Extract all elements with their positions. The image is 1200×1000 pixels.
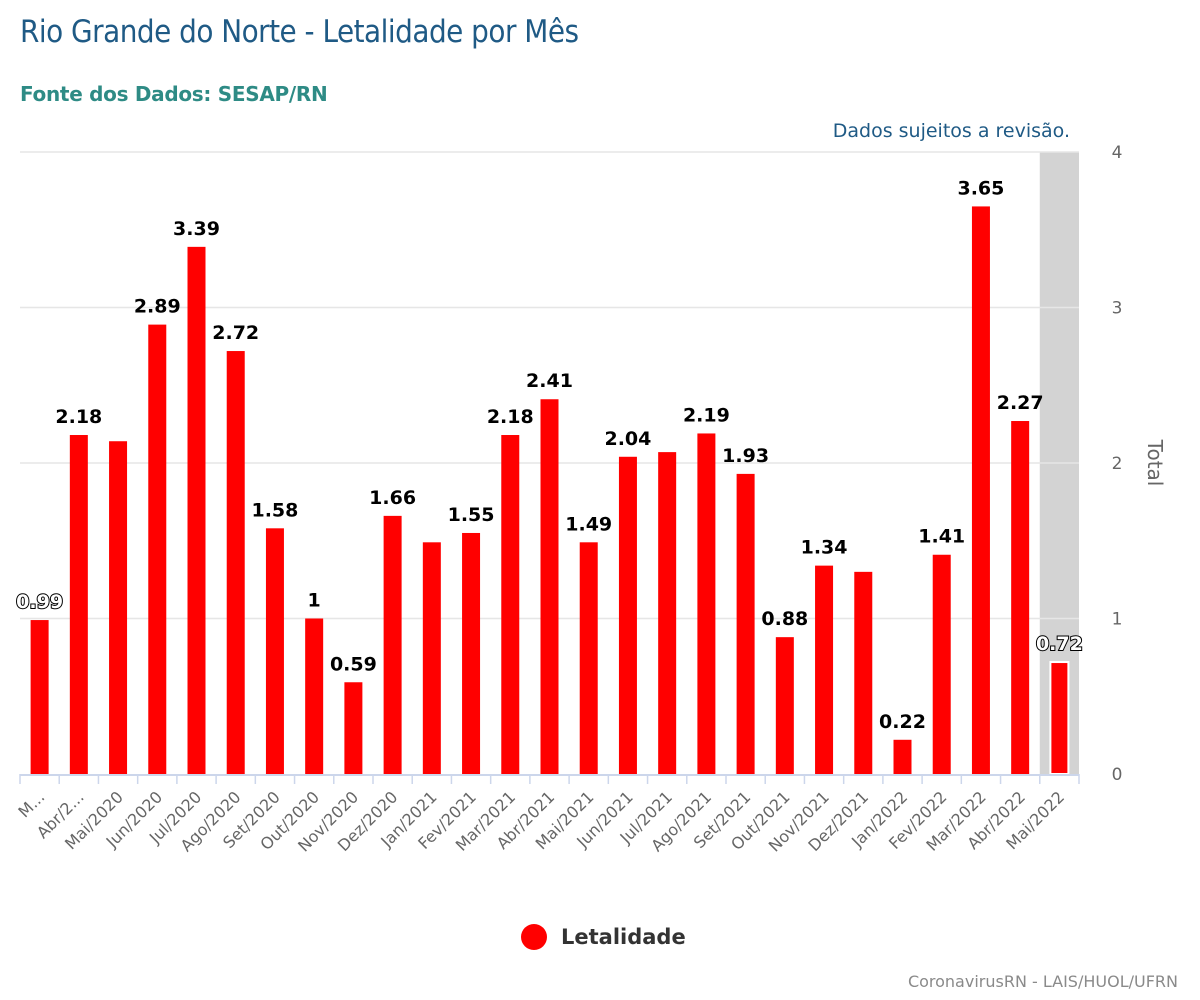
legend-marker-icon [521, 924, 547, 950]
bar-fev-2022[interactable] [932, 554, 951, 774]
bar-mai-2020[interactable] [109, 441, 128, 774]
legend-item-letalidade[interactable]: Letalidade [521, 924, 686, 950]
bar-mar-2020[interactable] [30, 620, 49, 774]
bar-mai-2021[interactable] [579, 542, 598, 774]
y-tick-label: 4 [1112, 143, 1123, 163]
data-label: 2.18 [487, 406, 534, 428]
bar-nov-2020[interactable] [344, 682, 363, 774]
bar-set-2021[interactable] [736, 473, 755, 774]
data-label: 3.39 [173, 218, 220, 240]
data-label: 0.22 [879, 711, 926, 733]
bar-mar-2021[interactable] [501, 435, 520, 774]
bar-ago-2021[interactable] [697, 433, 716, 774]
data-label: 1.58 [251, 499, 298, 521]
data-label: 2.18 [55, 406, 102, 428]
bar-jan-2021[interactable] [422, 542, 441, 774]
data-label: 1.93 [722, 445, 769, 467]
credit-text[interactable]: CoronavirusRN - LAIS/HUOL/UFRN [907, 972, 1178, 991]
data-label: 3.65 [957, 177, 1004, 199]
data-label: 2.27 [997, 392, 1044, 414]
bar-fev-2021[interactable] [462, 532, 481, 774]
bar-out-2020[interactable] [305, 618, 324, 775]
data-label: 0.88 [761, 608, 808, 630]
bar-dez-2021[interactable] [854, 571, 873, 774]
legend-label: Letalidade [561, 925, 686, 949]
data-label: 1 [308, 590, 321, 612]
chart-title: Rio Grande do Norte - Letalidade por Mês [20, 14, 579, 50]
data-label: 1.34 [801, 537, 848, 559]
bar-jul-2021[interactable] [658, 452, 677, 774]
bar-mar-2022[interactable] [971, 206, 990, 775]
data-label: 1.41 [918, 526, 965, 548]
data-label: 2.04 [604, 428, 651, 450]
x-tick-label: M... [14, 787, 48, 821]
bar-jul-2020[interactable] [187, 246, 206, 775]
bar-abr-2020[interactable] [69, 435, 88, 774]
bar-jan-2022[interactable] [893, 739, 912, 774]
bar-jun-2021[interactable] [618, 456, 637, 774]
data-label: 0.59 [330, 653, 377, 675]
bar-jun-2020[interactable] [148, 324, 167, 774]
bar-nov-2021[interactable] [815, 565, 834, 774]
y-tick-label: 2 [1112, 454, 1123, 474]
chart-subtitle: Fonte dos Dados: SESAP/RN [20, 82, 328, 106]
y-axis-title: Total [1143, 439, 1167, 487]
bar-set-2020[interactable] [265, 528, 284, 774]
data-label: 1.66 [369, 487, 416, 509]
data-label: 2.19 [683, 404, 730, 426]
bar-mai-2022[interactable] [1049, 661, 1070, 775]
y-tick-label: 0 [1112, 765, 1123, 785]
y-tick-label: 1 [1112, 610, 1123, 630]
bar-dez-2020[interactable] [383, 515, 402, 774]
data-label: 2.72 [212, 322, 259, 344]
data-label: 1.49 [565, 513, 612, 535]
revision-note: Dados sujeitos a revisão. [832, 120, 1070, 142]
y-tick-label: 3 [1112, 299, 1123, 319]
data-label: 0.99 [16, 591, 63, 613]
data-label: 0.72 [1036, 633, 1083, 655]
data-label: 2.89 [134, 296, 181, 318]
bar-ago-2020[interactable] [226, 351, 245, 774]
data-label: 1.55 [448, 504, 495, 526]
bar-out-2021[interactable] [775, 637, 794, 774]
bar-abr-2021[interactable] [540, 399, 559, 774]
data-label: 2.41 [526, 370, 573, 392]
bar-abr-2022[interactable] [1011, 421, 1030, 774]
